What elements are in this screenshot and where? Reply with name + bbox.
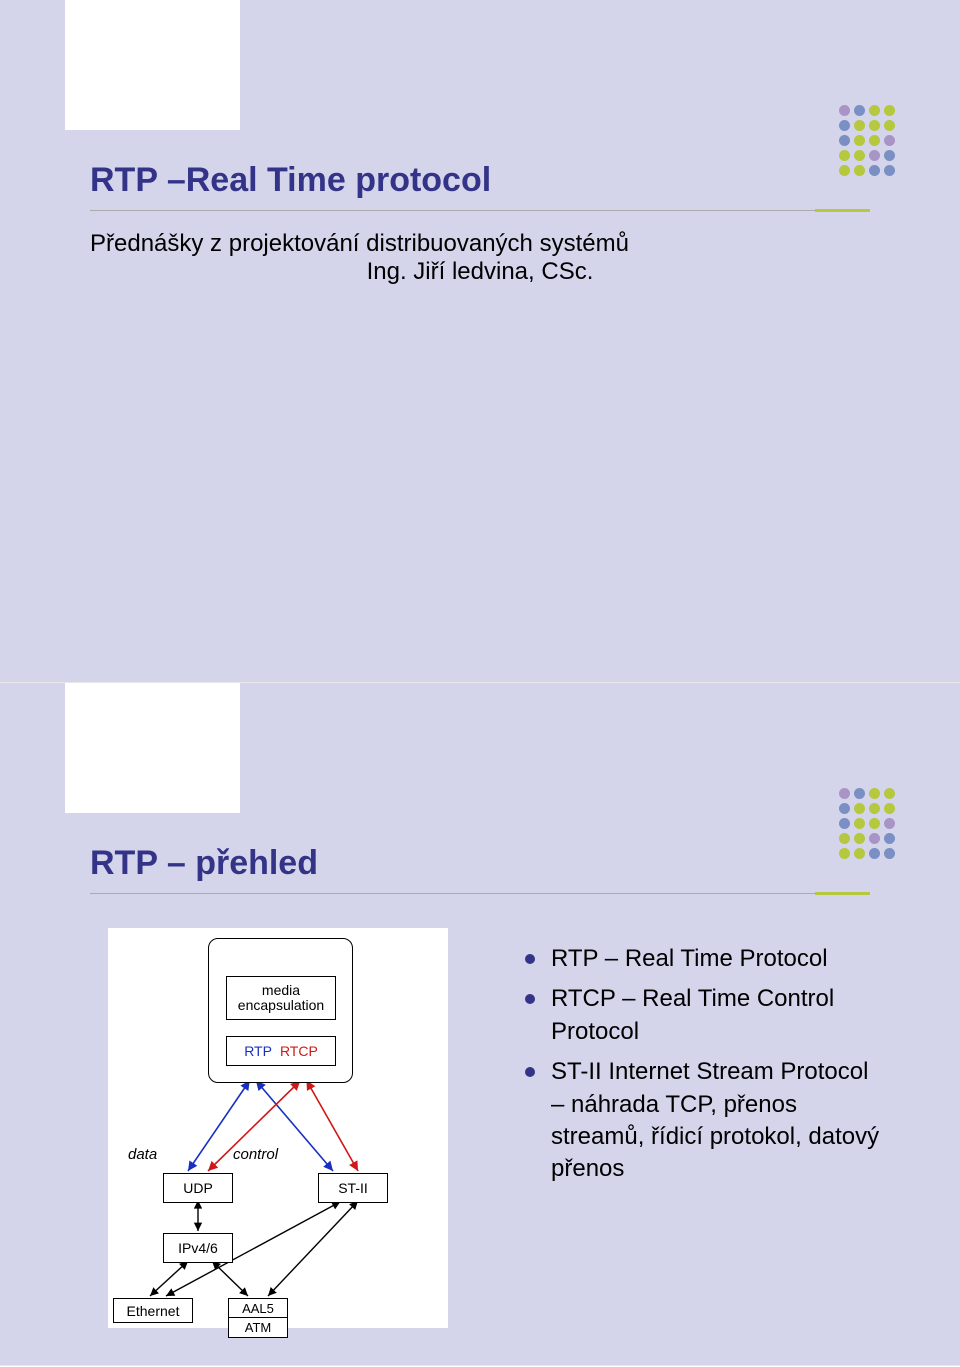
decor-dot	[869, 120, 880, 131]
diagram-text-rtp: RTP	[244, 1043, 272, 1059]
decor-dot	[884, 165, 895, 176]
decor-dot	[839, 818, 850, 829]
decor-dot	[854, 150, 865, 161]
diagram-box-aal5: AAL5	[228, 1298, 288, 1318]
dot-grid	[839, 105, 895, 180]
decor-dot	[839, 150, 850, 161]
slide-1: RTP –Real Time protocol Přednášky z proj…	[0, 0, 960, 683]
diagram-box-ethernet: Ethernet	[113, 1298, 193, 1323]
decor-dot	[854, 120, 865, 131]
slide-title: RTP – přehled	[90, 844, 318, 883]
title-rule	[90, 893, 870, 894]
decor-dot	[854, 105, 865, 116]
decor-dot	[854, 165, 865, 176]
decor-dot	[869, 135, 880, 146]
bullet-list: RTP – Real Time Protocol RTCP – Real Time…	[525, 943, 885, 1194]
decor-dot	[839, 833, 850, 844]
decor-dot	[839, 788, 850, 799]
decor-dot	[884, 803, 895, 814]
slide-2: RTP – přehled RTP – Real Time ProtocolRT…	[0, 683, 960, 1366]
decor-dot	[884, 833, 895, 844]
subtitle-line-2: Ing. Jiří ledvina, CSc.	[90, 258, 870, 286]
decor-dot	[854, 818, 865, 829]
diagram-box-media-encaps: media encapsulation	[226, 976, 336, 1020]
diagram-box-stii: ST-II	[318, 1173, 388, 1203]
corner-block	[65, 0, 240, 130]
decor-dot	[839, 848, 850, 859]
dot-grid	[839, 788, 895, 863]
decor-dot	[869, 165, 880, 176]
slide-title: RTP –Real Time protocol	[90, 161, 491, 200]
decor-dot	[869, 150, 880, 161]
protocol-stack-diagram: application media encapsulation RTP RTCP…	[108, 928, 448, 1328]
decor-dot	[839, 165, 850, 176]
decor-dot	[884, 788, 895, 799]
decor-dot	[884, 150, 895, 161]
diagram-box-atm: ATM	[228, 1318, 288, 1338]
bullet-item: RTCP – Real Time Control Protocol	[525, 983, 885, 1048]
decor-dot	[884, 818, 895, 829]
decor-dot	[869, 848, 880, 859]
decor-dot	[854, 848, 865, 859]
decor-dot	[884, 120, 895, 131]
diagram-label-control: control	[233, 1146, 278, 1163]
diagram-box-udp: UDP	[163, 1173, 233, 1203]
decor-dot	[884, 848, 895, 859]
decor-dot	[869, 818, 880, 829]
decor-dot	[839, 120, 850, 131]
decor-dot	[854, 788, 865, 799]
subtitle-line-1: Přednášky z projektování distribuovaných…	[90, 230, 870, 258]
decor-dot	[869, 105, 880, 116]
decor-dot	[869, 803, 880, 814]
title-rule	[90, 210, 870, 211]
diagram-box-ipv46: IPv4/6	[163, 1233, 233, 1263]
diagram-box-rtp-rtcp: RTP RTCP	[226, 1036, 336, 1066]
diagram-label-data: data	[128, 1146, 157, 1163]
decor-dot	[854, 803, 865, 814]
decor-dot	[854, 833, 865, 844]
bullet-item: RTP – Real Time Protocol	[525, 943, 885, 975]
diagram-text-encaps: encapsulation	[238, 998, 324, 1013]
diagram-text-rtcp: RTCP	[280, 1043, 318, 1059]
decor-dot	[884, 135, 895, 146]
decor-dot	[839, 135, 850, 146]
slide-subtitle: Přednášky z projektování distribuovaných…	[90, 230, 870, 286]
bullet-item: ST-II Internet Stream Protocol – náhrada…	[525, 1056, 885, 1186]
decor-dot	[884, 105, 895, 116]
decor-dot	[839, 803, 850, 814]
corner-block	[65, 683, 240, 813]
diagram-text-media: media	[262, 983, 300, 998]
decor-dot	[854, 135, 865, 146]
decor-dot	[869, 788, 880, 799]
decor-dot	[869, 833, 880, 844]
decor-dot	[839, 105, 850, 116]
